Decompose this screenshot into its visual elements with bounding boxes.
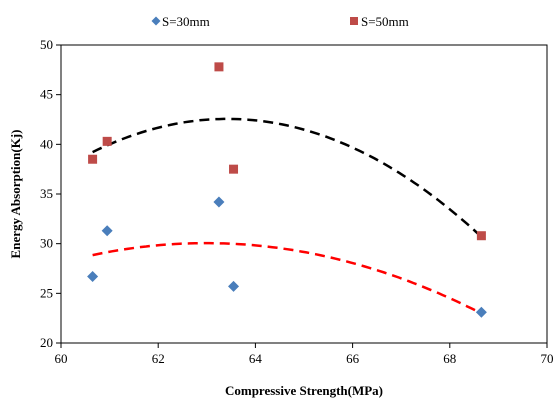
legend-label-s30: S=30mm: [162, 14, 210, 29]
trendline-0: [92, 241, 482, 315]
x-tick-label: 70: [541, 351, 554, 366]
point-diamond: [101, 225, 113, 237]
x-tick-label: 68: [443, 351, 456, 366]
plot-area: [60, 44, 548, 344]
x-tick-label: 66: [346, 351, 360, 366]
legend-marker-s30: [151, 16, 161, 26]
point-square: [229, 164, 239, 174]
x-tick-label: 64: [249, 351, 263, 366]
y-tick-label: 50: [40, 37, 53, 52]
legend-label-s50: S=50mm: [361, 14, 409, 29]
trendlines: [92, 117, 483, 315]
point-square: [476, 231, 486, 241]
legend: S=30mm S=50mm: [151, 14, 409, 29]
point-diamond: [213, 196, 225, 208]
y-axis: 20 25 30 35 40 45 50: [40, 37, 61, 350]
y-tick-label: 40: [40, 136, 53, 151]
point-diamond: [475, 306, 487, 318]
x-tick-label: 60: [55, 351, 68, 366]
trendline-1: [92, 117, 483, 238]
y-tick-label: 35: [40, 186, 53, 201]
y-tick-label: 20: [40, 335, 53, 350]
y-axis-title: Energy Absorption(Kj): [8, 130, 23, 259]
point-diamond: [228, 280, 240, 292]
x-tick-label: 62: [152, 351, 165, 366]
point-square: [214, 62, 224, 72]
point-square: [88, 154, 98, 164]
y-tick-label: 30: [40, 236, 53, 251]
y-tick-label: 25: [40, 285, 53, 300]
legend-item-s50: S=50mm: [350, 14, 409, 29]
x-axis: 60 62 64 66 68 70: [55, 343, 554, 366]
point-square: [102, 136, 112, 146]
point-diamond: [87, 270, 99, 282]
x-axis-title: Compressive Strength(MPa): [225, 383, 383, 398]
y-tick-label: 45: [40, 87, 53, 102]
data-points: [87, 62, 487, 318]
legend-item-s30: S=30mm: [151, 14, 210, 29]
legend-marker-s50: [350, 17, 358, 25]
